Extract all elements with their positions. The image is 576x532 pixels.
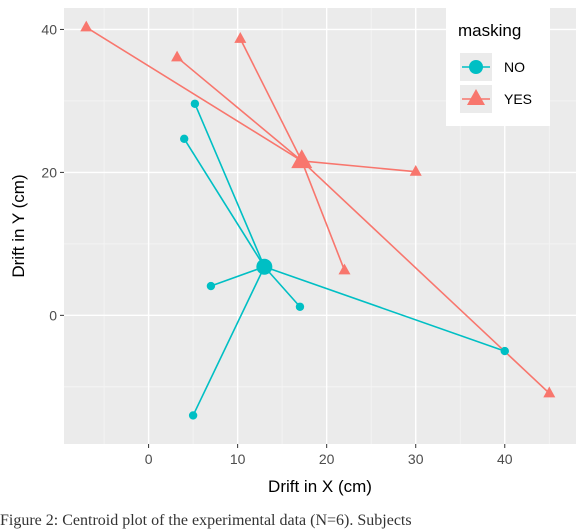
legend-key-yes-triangle: [467, 89, 485, 105]
centroid-no: [256, 258, 273, 275]
markers: [80, 20, 556, 420]
point-yes: [338, 263, 351, 275]
point-yes: [80, 20, 93, 32]
spoke-yes: [239, 38, 303, 162]
point-yes: [171, 50, 184, 62]
y-axis-title: Drift in Y (cm): [9, 174, 28, 277]
x-tick-label: 40: [497, 451, 513, 467]
y-tick-label: 0: [49, 307, 57, 323]
legend-label-no: NO: [504, 59, 525, 75]
spoke-no: [183, 138, 266, 268]
spoke-no: [264, 265, 506, 352]
spoke-no: [263, 266, 301, 308]
legend-key-no-circle: [469, 60, 483, 74]
spoke-yes: [301, 160, 416, 173]
x-tick-label: 20: [319, 451, 335, 467]
point-no: [180, 134, 189, 143]
grid-minor: [64, 8, 576, 444]
centroid-chart: 0 10 20 30 40 0 20 40 Drift in X (cm) Drift in…: [9, 8, 576, 496]
y-axis: 0 20 40: [41, 21, 64, 323]
legend-label-yes: YES: [504, 91, 532, 107]
y-tick-label: 20: [41, 164, 57, 180]
point-no: [190, 99, 200, 108]
y-tick-label: 40: [41, 21, 57, 37]
spoke-yes: [85, 26, 303, 162]
legend: masking NO YES: [446, 8, 550, 126]
spoke-no: [210, 265, 265, 287]
point-yes: [409, 164, 422, 176]
point-no: [295, 302, 305, 311]
point-yes: [234, 32, 247, 43]
legend-title: masking: [458, 21, 521, 40]
centroids: [256, 149, 313, 275]
x-tick-label: 0: [145, 451, 153, 467]
point-no: [206, 281, 216, 291]
grid-major: [64, 8, 576, 444]
spoke-no: [192, 266, 266, 416]
spokes: [85, 26, 550, 416]
x-axis-title: Drift in X (cm): [268, 477, 372, 496]
x-axis: 0 10 20 30 40: [145, 444, 513, 467]
x-tick-label: 30: [408, 451, 424, 467]
point-no: [188, 411, 198, 420]
point-no: [500, 346, 509, 356]
spoke-yes: [301, 160, 346, 271]
figure-caption: Figure 2: Centroid plot of the experimen…: [0, 512, 412, 529]
spoke-no: [194, 103, 266, 268]
spoke-yes: [176, 56, 303, 162]
x-tick-label: 10: [230, 451, 246, 467]
point-yes: [543, 386, 556, 398]
centroid-yes: [291, 149, 313, 169]
spoke-yes: [301, 160, 550, 394]
